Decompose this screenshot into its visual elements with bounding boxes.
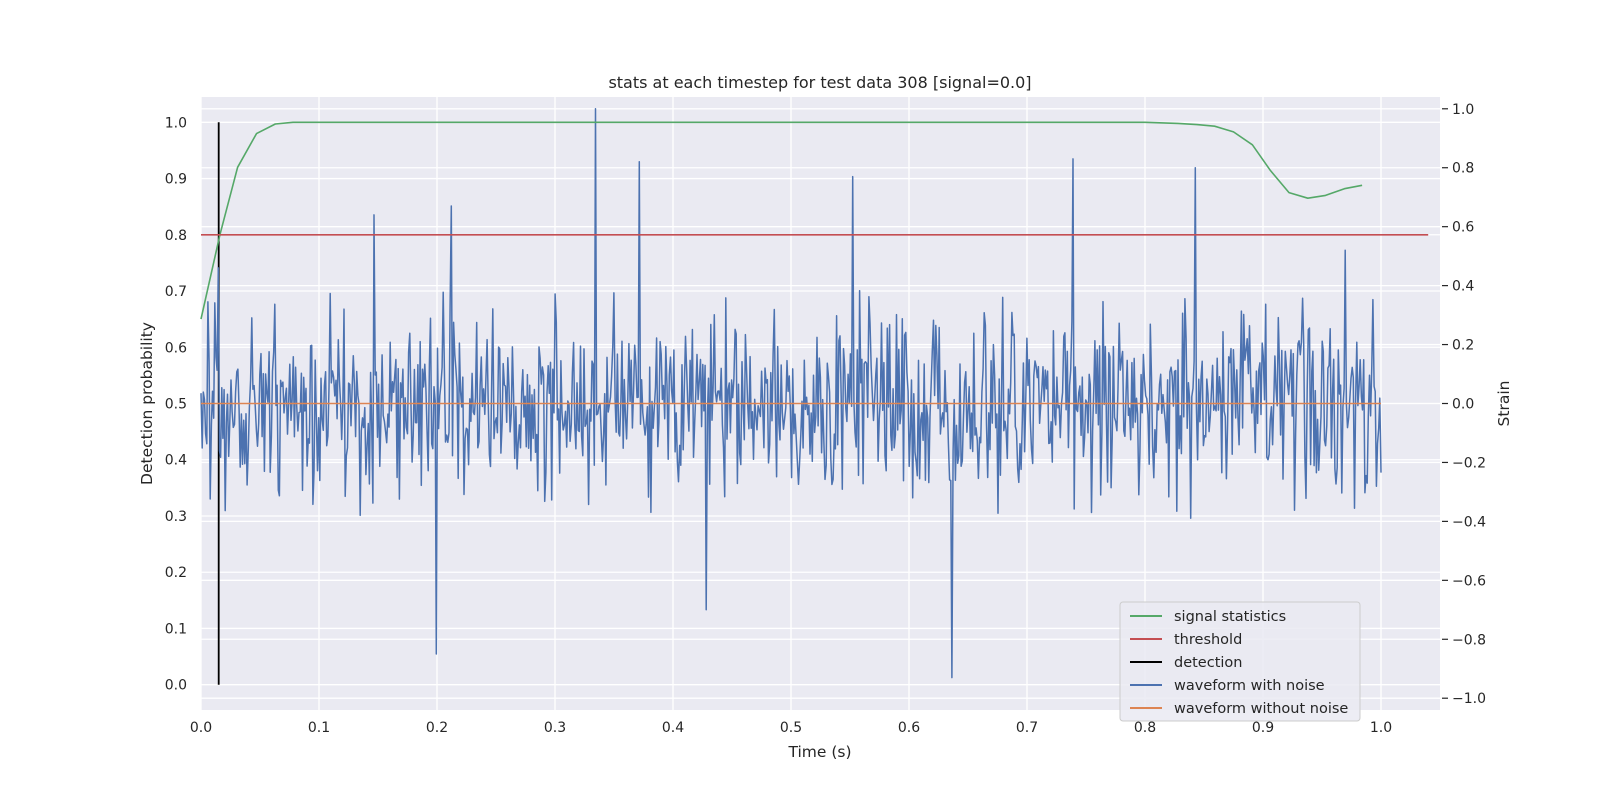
y2-tick-label: −0.4: [1452, 514, 1486, 530]
series-layer: [200, 108, 1429, 685]
signal-statistics-line: [200, 121, 1363, 320]
y2-tick-label: 0.6: [1452, 220, 1474, 236]
x-tick-label: 0.4: [662, 720, 684, 736]
legend-label: waveform without noise: [1174, 701, 1348, 717]
y-tick-label: 0.0: [165, 678, 187, 694]
legend: signal statistics threshold detection wavef…: [1119, 601, 1361, 722]
y2-axis-ticks: −1.0 −0.8 −0.6 −0.4 −0.2 0.0 0.2 0.4 0.6 0.8 1.0: [1442, 102, 1486, 707]
y2-tick-label: 0.8: [1452, 161, 1474, 177]
x-tick-label: 0.3: [544, 720, 566, 736]
y-tick-label: 0.6: [165, 340, 187, 356]
y2-tick-label: −0.2: [1452, 455, 1486, 471]
y-axis-label: Detection probability: [138, 322, 156, 485]
y-tick-label: 0.4: [165, 453, 187, 469]
y2-tick-label: −0.6: [1452, 573, 1486, 589]
y2-tick-label: 0.4: [1452, 279, 1474, 295]
legend-label: threshold: [1174, 632, 1242, 648]
y-tick-label: 0.7: [165, 284, 187, 300]
x-tick-label: 0.2: [426, 720, 448, 736]
legend-box: [1119, 601, 1361, 722]
y-axis-ticks: 0.0 0.1 0.2 0.3 0.4 0.5 0.6 0.7 0.8 0.9 1.0: [165, 115, 187, 693]
x-tick-label: 0.0: [190, 720, 212, 736]
y2-axis-label: Strain: [1495, 381, 1513, 427]
y-tick-label: 0.2: [165, 565, 187, 581]
x-tick-label: 1.0: [1370, 720, 1392, 736]
legend-label: waveform with noise: [1174, 678, 1325, 694]
x-axis-ticks: 0.0 0.1 0.2 0.3 0.4 0.5 0.6 0.7 0.8 0.9 1.0: [190, 720, 1392, 736]
y-tick-label: 0.3: [165, 509, 187, 525]
y-tick-label: 0.1: [165, 621, 187, 637]
x-tick-label: 0.5: [780, 720, 802, 736]
y-tick-label: 0.9: [165, 172, 187, 188]
y2-tick-label: −1.0: [1452, 691, 1486, 707]
chart-title: stats at each timestep for test data 308…: [608, 73, 1031, 92]
x-tick-label: 0.7: [1016, 720, 1038, 736]
y-tick-label: 0.8: [165, 228, 187, 244]
x-tick-label: 0.1: [308, 720, 330, 736]
y2-tick-label: 0.0: [1452, 397, 1474, 413]
x-tick-label: 0.9: [1252, 720, 1274, 736]
y2-tick-label: 1.0: [1452, 102, 1474, 118]
y2-tick-label: 0.2: [1452, 338, 1474, 354]
x-tick-label: 0.6: [898, 720, 920, 736]
legend-label: detection: [1174, 655, 1242, 671]
x-axis-label: Time (s): [787, 743, 851, 761]
y-tick-label: 1.0: [165, 115, 187, 131]
legend-label: signal statistics: [1174, 609, 1286, 625]
waveform-with-noise-line: [200, 108, 1382, 679]
y-tick-label: 0.5: [165, 397, 187, 413]
x-tick-label: 0.8: [1134, 720, 1156, 736]
y2-tick-label: −0.8: [1452, 632, 1486, 648]
